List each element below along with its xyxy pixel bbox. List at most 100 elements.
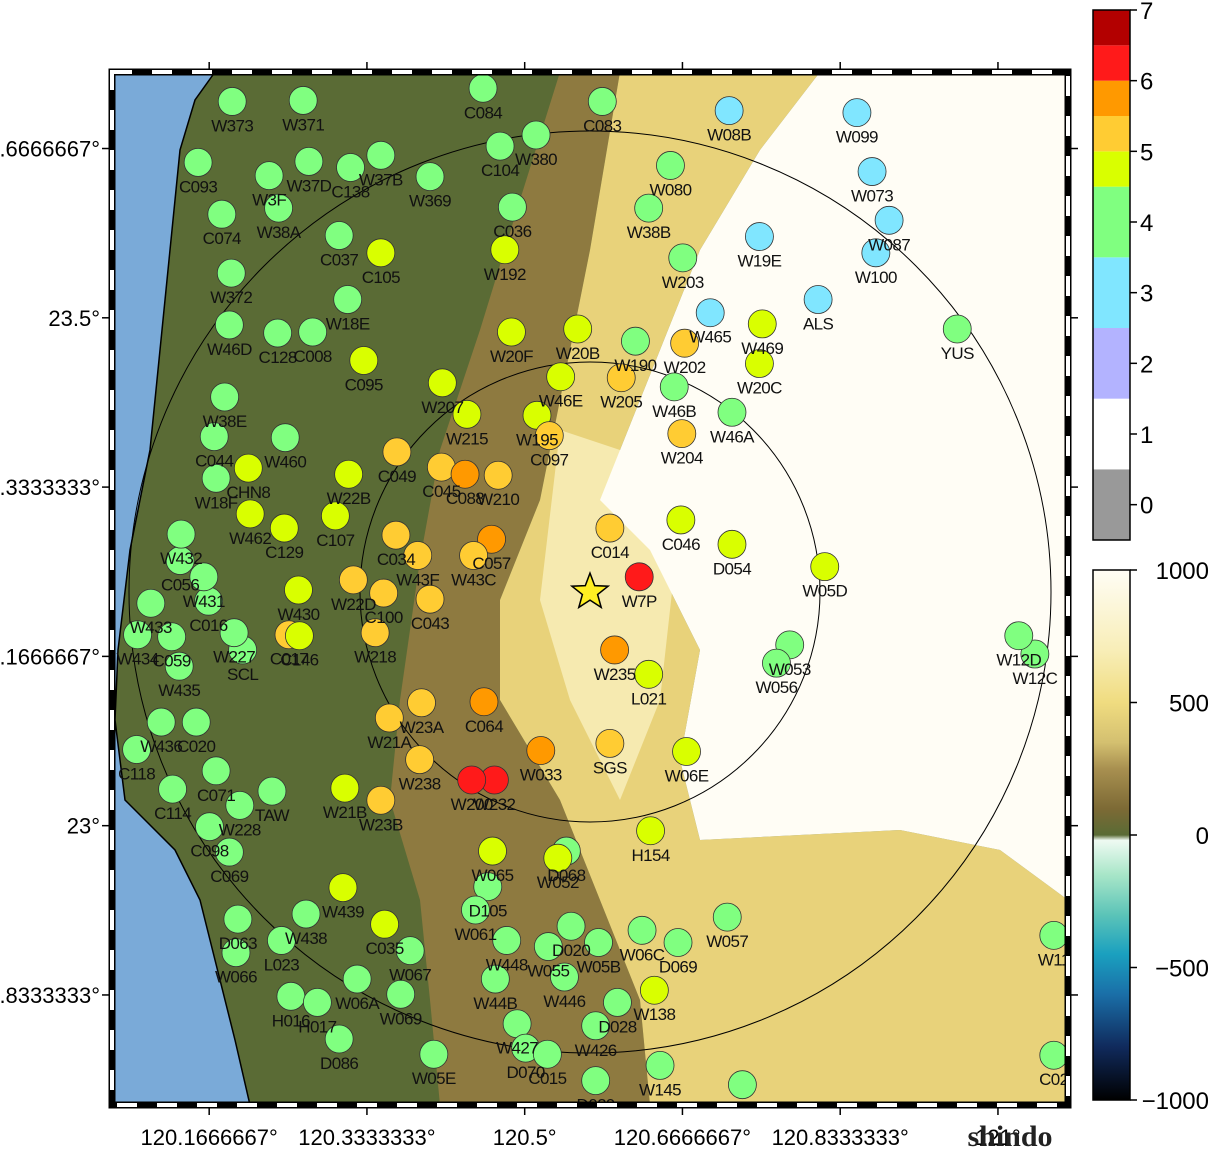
station-marker — [267, 926, 296, 955]
high-mountains — [600, 72, 1068, 900]
station-label: C059 — [153, 652, 191, 671]
station-label: SGS — [593, 758, 627, 777]
station-label: W38A — [257, 223, 302, 242]
station-label: C043 — [411, 614, 449, 633]
station-label: W228 — [219, 820, 261, 839]
station-marker — [164, 651, 194, 681]
station-marker — [201, 463, 231, 493]
station-marker — [874, 205, 904, 235]
station-marker — [459, 541, 488, 570]
station-marker — [533, 932, 563, 961]
station-label: W434 — [117, 650, 159, 669]
x-tick-label: 121° — [975, 1125, 1021, 1150]
station-marker — [483, 460, 513, 490]
station-label: W38E — [203, 412, 247, 431]
colorbar-label: 1000 — [1156, 558, 1209, 585]
station-label: W215 — [446, 429, 488, 448]
station-marker — [330, 773, 360, 803]
station-label: W21A — [367, 733, 412, 752]
colorbars: 0 1 2 3 4 5 6 7 1000 500 0 −500 −1000 — [1092, 0, 1209, 1115]
station-label: W37D — [286, 176, 331, 195]
station-label: C034 — [377, 550, 415, 569]
station-label: W46D — [207, 340, 252, 359]
station-marker — [366, 140, 396, 170]
station-label: C088 — [446, 489, 484, 508]
station-marker — [157, 622, 187, 652]
station-label: D068 — [547, 866, 585, 885]
station-label: C118 — [118, 764, 155, 783]
station-marker — [450, 459, 480, 489]
station-marker — [546, 362, 576, 392]
station-label: C097 — [530, 451, 568, 470]
station-label: W7P — [622, 592, 657, 611]
station-marker — [857, 157, 887, 186]
station-label: W448 — [486, 955, 528, 974]
epicenter — [569, 570, 611, 610]
station-label: W099 — [836, 128, 878, 147]
station-marker — [1004, 621, 1034, 651]
station-marker — [324, 221, 354, 250]
station-marker — [717, 529, 747, 559]
station-label: D063 — [219, 934, 257, 953]
station-label: W210 — [477, 490, 519, 509]
station-label: W433 — [130, 618, 172, 637]
station-marker — [405, 745, 435, 775]
station-marker — [210, 382, 240, 412]
station-marker — [269, 513, 299, 543]
station-label: C083 — [583, 116, 621, 135]
station-marker — [497, 192, 527, 222]
station-label: W12C — [1012, 669, 1057, 688]
colorbar-label: 4 — [1140, 210, 1153, 237]
station-marker — [366, 238, 396, 268]
station-label: W20F — [490, 347, 533, 366]
station-marker — [645, 1050, 675, 1080]
station-label: C129 — [265, 543, 303, 562]
station-marker — [328, 873, 358, 903]
station-label: W06E — [665, 767, 709, 786]
station-label: SCL — [227, 665, 258, 684]
station-marker — [717, 397, 747, 427]
station-label: W08B — [707, 126, 751, 145]
colorbar-label: 6 — [1140, 69, 1153, 96]
station-label: W080 — [649, 180, 691, 199]
station-label: W200 — [451, 795, 493, 814]
station-label: D105 — [469, 902, 507, 921]
station-marker — [556, 911, 586, 941]
station-label: W469 — [741, 339, 783, 358]
station-marker — [276, 981, 306, 1011]
station-label: CHN8 — [226, 483, 270, 502]
station-marker — [419, 1039, 449, 1069]
station-marker — [745, 349, 774, 378]
colorbar-label: 5 — [1140, 139, 1153, 166]
y-tick-label: 22.8333333° — [0, 983, 100, 1008]
colorbar-label: −1000 — [1142, 1088, 1209, 1115]
intensity-bin — [1093, 469, 1130, 540]
station-label: W446 — [543, 992, 585, 1011]
station-marker — [666, 505, 696, 535]
station-label: W192 — [484, 265, 526, 284]
station-label: W087 — [868, 235, 910, 254]
station-label: W05B — [577, 957, 621, 976]
station-label: C107 — [316, 531, 354, 550]
station-label: W061 — [454, 925, 496, 944]
station-marker — [374, 703, 404, 733]
station-label: W46B — [652, 402, 696, 421]
station-marker — [338, 565, 368, 595]
station-marker — [284, 575, 313, 605]
station-marker — [415, 584, 445, 614]
station-label: C044 — [195, 452, 233, 471]
station-label: W204 — [661, 449, 703, 468]
station-marker — [254, 161, 284, 191]
station-label: W238 — [399, 775, 441, 794]
station-label: W033 — [520, 766, 562, 785]
station-label: C114 — [154, 804, 191, 823]
station-marker — [233, 453, 263, 483]
station-label: C146 — [280, 651, 318, 670]
station-marker — [214, 310, 244, 340]
station-label: W369 — [409, 192, 451, 211]
station-marker — [201, 756, 231, 786]
station-marker — [324, 1024, 354, 1054]
intensity-bin — [1093, 186, 1130, 258]
